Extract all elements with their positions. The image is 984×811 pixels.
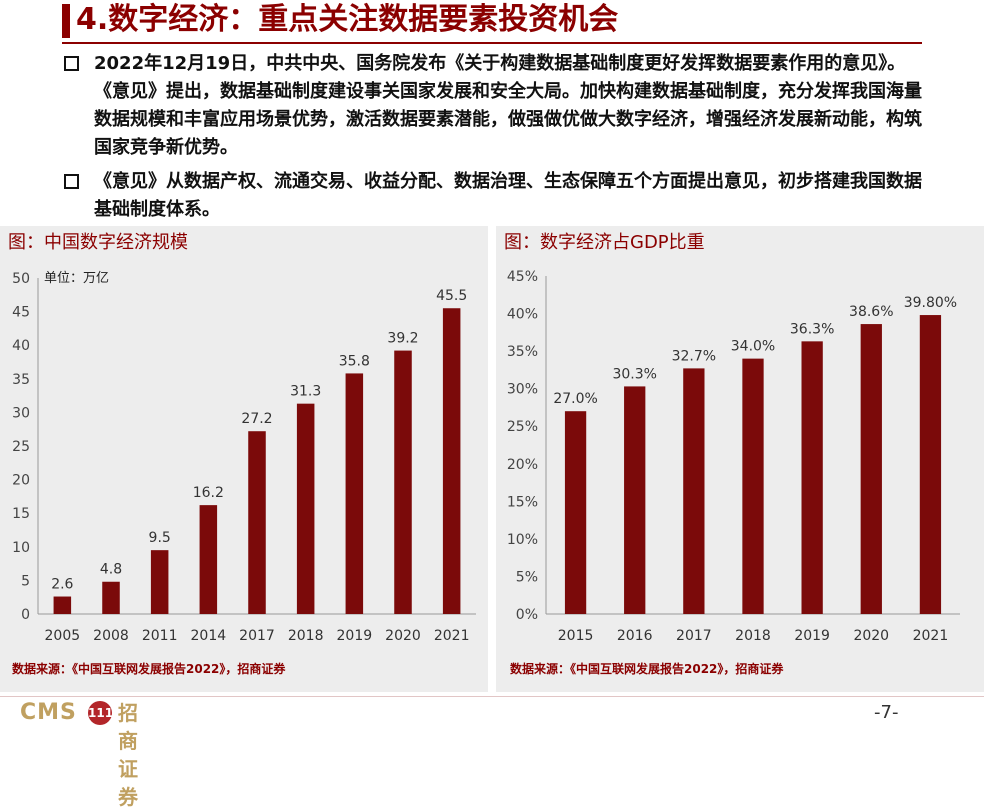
page-title: 4.数字经济：重点关注数据要素投资机会 [76,2,619,37]
bar [919,315,942,614]
x-tick-label: 2015 [558,628,594,644]
data-label: 34.0% [731,339,775,355]
right-chart-source: 数据来源：《中国互联网发展报告2022》，招商证券 [510,662,784,676]
bar [248,431,266,614]
title-accent-bar [62,4,70,38]
y-tick-label: 10 [12,540,30,556]
y-tick-label: 30% [507,382,538,398]
right-chart-svg: 0% 5% 10% 15% 20% 25% 30% 35% 40% 45% 27.0% 2015 30.… [507,269,960,644]
y-tick-label: 5 [21,573,30,589]
x-tick-label: 2011 [142,628,178,644]
left-chart-svg: 0 5 10 15 20 25 30 35 40 45 50 2.6 2005 4.8 2008 9.5 201… [12,271,476,644]
y-tick-label: 35 [12,372,30,388]
x-tick-label: 2005 [45,628,81,644]
right-chart-title: 图：数字经济占GDP比重 [504,232,705,253]
title-underline [62,42,922,44]
x-tick-label: 2020 [385,628,421,644]
x-tick-label: 2017 [239,628,275,644]
square-bullet-icon [64,174,79,189]
left-chart-source: 数据来源：《中国互联网发展报告2022》，招商证券 [12,662,286,676]
data-label: 27.0% [553,391,597,407]
bar [150,550,169,614]
data-label: 36.3% [790,321,834,337]
data-label: 4.8 [100,562,122,578]
x-tick-label: 2019 [794,628,830,644]
title-bar: 4.数字经济：重点关注数据要素投资机会 [0,0,984,44]
y-tick-label: 0% [516,607,538,623]
y-tick-label: 40 [12,338,30,354]
data-label: 35.8 [339,353,370,369]
y-tick-label: 25% [507,419,538,435]
square-bullet-icon [64,56,79,71]
data-label: 2.6 [51,577,73,593]
bullet-text-1: 2022年12月19日，中共中央、国务院发布《关于构建数据基础制度更好发挥数据要… [94,53,922,158]
y-tick-label: 50 [12,271,30,287]
x-tick-label: 2018 [288,628,324,644]
footer-divider [0,696,984,697]
x-tick-label: 2018 [735,628,771,644]
y-tick-label: 30 [12,405,30,421]
left-chart-title: 图：中国数字经济规模 [8,232,188,253]
data-label: 30.3% [612,366,656,382]
y-tick-label: 20% [507,457,538,473]
y-tick-label: 45 [12,305,30,321]
y-tick-label: 10% [507,532,538,548]
x-tick-label: 2008 [93,628,129,644]
data-label: 32.7% [672,348,716,364]
bar [860,324,882,614]
unit-note: 单位：万亿 [44,271,109,286]
y-tick-label: 5% [516,569,538,585]
bar [53,596,72,614]
x-tick-label: 2014 [191,628,227,644]
logo-text: CMS [20,700,77,725]
x-tick-label: 2021 [913,628,949,644]
data-label: 38.6% [849,304,893,320]
bar [801,341,823,614]
data-label: 9.5 [149,530,171,546]
bar [296,403,315,614]
bar [345,373,364,614]
logo-cn-text: 招商证券 [118,701,138,809]
y-tick-label: 40% [507,307,538,323]
x-tick-label: 2017 [676,628,712,644]
data-label: 39.2 [387,331,418,347]
data-label: 39.80% [904,295,957,311]
y-tick-label: 20 [12,473,30,489]
y-tick-label: 15 [12,506,30,522]
right-chart-panel: 图：数字经济占GDP比重 0% 5% 10% 15% 20% 25% 30% 35% 40% 45… [496,226,984,692]
bar [442,308,461,614]
x-tick-label: 2019 [337,628,373,644]
y-tick-label: 35% [507,344,538,360]
data-label: 27.2 [241,411,272,427]
left-chart-panel: 图：中国数字经济规模 0 5 10 15 20 25 30 35 40 45 50 2.6 2005 4.… [0,226,488,692]
y-tick-label: 45% [507,269,538,285]
bar [683,368,705,614]
bar [394,350,412,614]
data-label: 31.3 [290,384,321,400]
data-label: 45.5 [436,288,467,304]
page-number: -7- [874,702,899,723]
x-tick-label: 2021 [434,628,470,644]
bar [564,411,587,614]
bar [199,505,218,614]
logo-mark-icon: 111 [88,701,113,725]
y-tick-label: 0 [21,607,30,623]
x-tick-label: 2016 [617,628,653,644]
x-tick-label: 2020 [853,628,889,644]
y-tick-label: 25 [12,439,30,455]
bar [102,581,120,614]
bar [624,386,646,614]
bar [742,358,764,614]
data-label: 16.2 [193,485,224,501]
y-tick-label: 15% [507,494,538,510]
bullet-text-2: 《意见》从数据产权、流通交易、收益分配、数据治理、生态保障五个方面提出意见，初步… [94,171,922,220]
